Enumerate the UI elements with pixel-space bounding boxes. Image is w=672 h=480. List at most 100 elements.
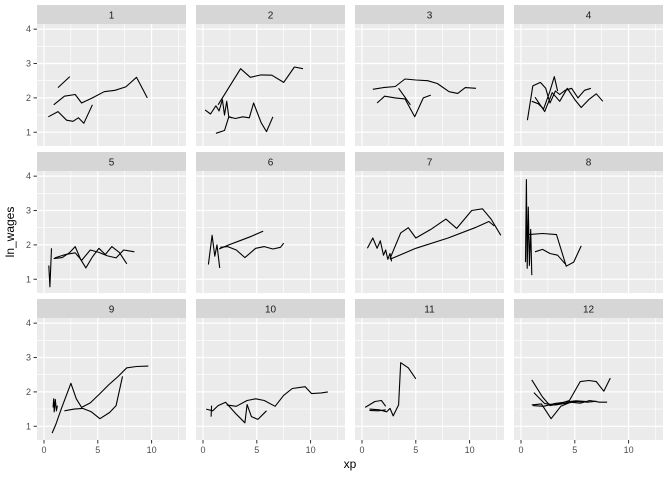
line-series [204, 99, 233, 119]
y-tick-label: 1 [26, 274, 31, 284]
facet-strip-label: 2 [268, 11, 274, 22]
line-series [207, 234, 221, 268]
x-tick-label: 0 [518, 445, 523, 455]
y-tick-label: 4 [26, 171, 31, 181]
panel-background [196, 318, 345, 440]
line-series [531, 76, 559, 110]
line-series [528, 232, 582, 267]
panel-background [37, 24, 186, 146]
y-tick-label: 4 [26, 318, 31, 328]
facet-strip [514, 5, 663, 24]
x-tick-label: 5 [413, 445, 418, 455]
line-series [64, 376, 124, 420]
x-tick-label: 10 [147, 445, 157, 455]
x-tick-label: 10 [306, 445, 316, 455]
line-series [210, 405, 213, 417]
line-series [524, 179, 533, 276]
panel-background [514, 24, 663, 146]
line-series [531, 377, 611, 407]
facet-strip-label: 12 [583, 305, 595, 316]
facet-strip [196, 299, 345, 318]
line-series [533, 392, 597, 406]
line-series [226, 386, 328, 407]
line-series [220, 242, 285, 259]
line-series [54, 249, 135, 261]
line-series [534, 87, 604, 113]
line-series [534, 248, 566, 265]
facet-strip [355, 152, 504, 171]
x-tick-label: 0 [41, 445, 46, 455]
x-tick-label: 5 [572, 445, 577, 455]
y-tick-label: 2 [26, 240, 31, 250]
y-tick-label: 3 [26, 353, 31, 363]
facet-strip [37, 152, 186, 171]
facet-strip [514, 152, 663, 171]
line-series [215, 102, 274, 134]
line-series [217, 66, 304, 106]
panel-background [514, 171, 663, 293]
y-tick-label: 2 [26, 93, 31, 103]
facet-strip-label: 5 [109, 158, 115, 169]
line-series [389, 208, 502, 259]
line-series [206, 401, 267, 424]
line-series [526, 81, 592, 121]
panel-background [355, 171, 504, 293]
panel-background [355, 318, 504, 440]
facet-strip-label: 11 [424, 305, 435, 316]
line-series [532, 400, 587, 407]
line-series [48, 248, 53, 288]
line-series [398, 87, 411, 106]
panel-background [355, 24, 504, 146]
facet-strip [355, 5, 504, 24]
line-series [53, 246, 128, 269]
x-tick-label: 10 [624, 445, 634, 455]
facet-strip-label: 9 [109, 305, 115, 316]
panel-background [37, 318, 186, 440]
line-series [364, 399, 387, 408]
line-series [53, 76, 148, 106]
panel-background [196, 24, 345, 146]
line-series [376, 94, 431, 118]
x-tick-label: 0 [359, 445, 364, 455]
facet-strip-label: 6 [268, 158, 274, 169]
line-series [372, 78, 477, 94]
panel-background [37, 171, 186, 293]
line-series [48, 104, 93, 124]
y-axis-title: ln_wages [3, 207, 17, 258]
y-tick-label: 3 [26, 59, 31, 69]
panel-background [196, 171, 345, 293]
y-tick-label: 2 [26, 387, 31, 397]
line-series [389, 220, 495, 260]
facet-strip [37, 5, 186, 24]
facet-strip-label: 4 [586, 11, 592, 22]
facet-strip-label: 8 [586, 158, 592, 169]
facet-strip [196, 152, 345, 171]
line-series [52, 398, 58, 413]
x-tick-label: 5 [95, 445, 100, 455]
line-series [369, 409, 386, 412]
y-tick-label: 4 [26, 24, 31, 34]
facet-panels: 1 2 3 45 6 7 89 10 11 12 [37, 5, 663, 440]
x-tick-label: 10 [465, 445, 475, 455]
facet-strip-label: 7 [427, 158, 433, 169]
y-tick-label: 1 [26, 421, 31, 431]
line-series [51, 365, 149, 434]
facet-strip [355, 299, 504, 318]
facet-strip [37, 299, 186, 318]
line-series [366, 237, 393, 262]
panel-background [514, 318, 663, 440]
facet-strip-label: 1 [109, 11, 115, 22]
facet-strip [196, 5, 345, 24]
facet-strip [514, 299, 663, 318]
x-axis-title: xp [344, 457, 357, 471]
x-tick-label: 5 [254, 445, 259, 455]
y-tick-label: 1 [26, 127, 31, 137]
line-series [57, 76, 71, 89]
facet-strip-label: 3 [427, 11, 433, 22]
x-tick-label: 0 [200, 445, 205, 455]
facet-strip-label: 10 [265, 305, 277, 316]
y-tick-label: 3 [26, 206, 31, 216]
